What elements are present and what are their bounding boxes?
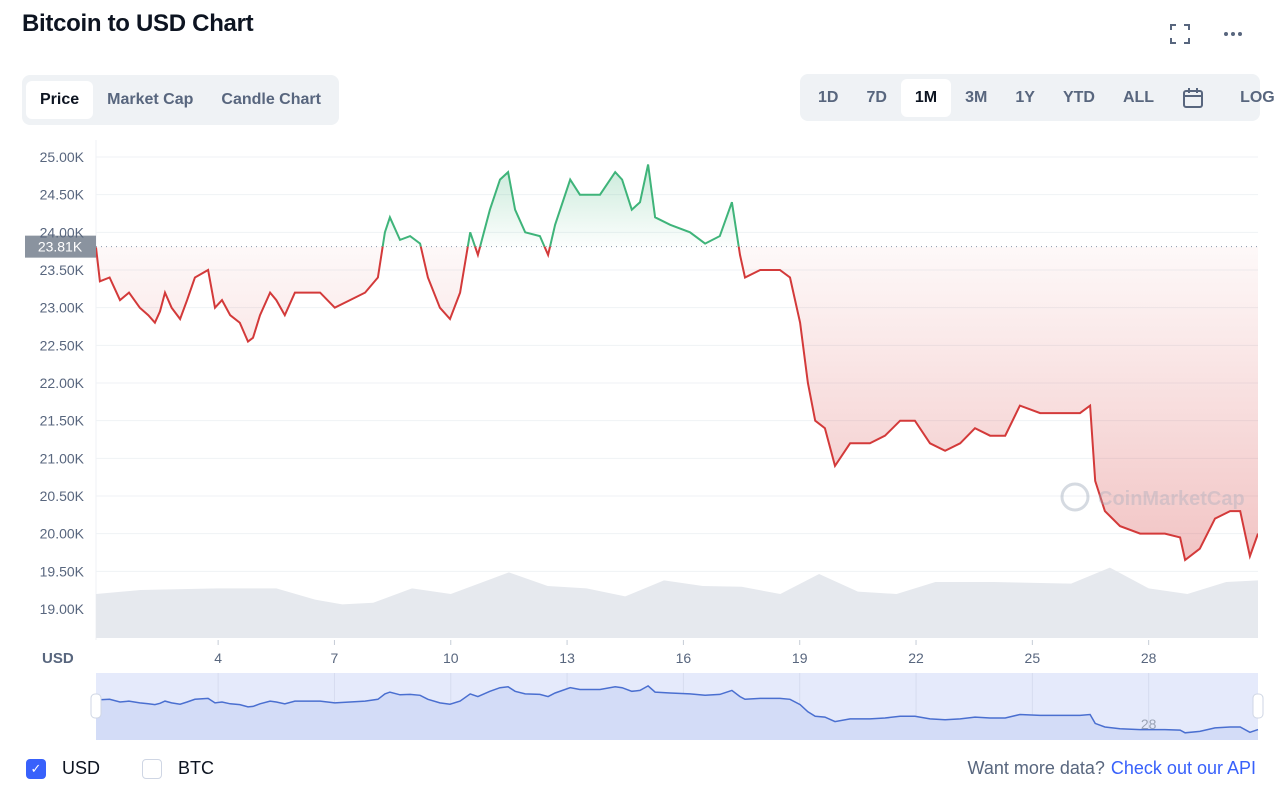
price-line-down xyxy=(96,246,1258,562)
range-3m[interactable]: 3M xyxy=(965,88,988,106)
range-1m[interactable]: 1M xyxy=(900,78,952,117)
range-selector: 1D 7D 1M 3M 1Y YTD ALL LOG xyxy=(800,74,1275,121)
usd-checkbox[interactable]: ✓ xyxy=(26,758,46,779)
y-tick-label: 20.00K xyxy=(40,526,85,542)
y-tick-label: 23.00K xyxy=(40,300,85,316)
baseline-label: 23.81K xyxy=(38,239,83,255)
currency-toggles: ✓ USD BTC xyxy=(26,758,214,779)
log-scale-toggle[interactable]: LOG xyxy=(1240,88,1275,106)
x-tick-label: 7 xyxy=(331,650,339,666)
page-title: Bitcoin to USD Chart xyxy=(22,10,254,37)
volume-area xyxy=(96,567,1258,638)
range-ytd[interactable]: YTD xyxy=(1062,88,1095,106)
watermark: CoinMarketCap xyxy=(1060,482,1245,512)
y-tick-label: 22.50K xyxy=(40,337,85,353)
range-all[interactable]: ALL xyxy=(1122,88,1155,106)
api-link[interactable]: Check out our API xyxy=(1110,758,1256,778)
fullscreen-icon[interactable] xyxy=(1168,22,1192,46)
chart-type-tabs: Price Market Cap Candle Chart xyxy=(22,75,339,125)
currency-axis-label: USD xyxy=(42,650,74,667)
price-area-up xyxy=(382,164,739,247)
x-tick-label: 22 xyxy=(908,650,924,666)
x-tick-label: 19 xyxy=(792,650,808,666)
baseline-badge xyxy=(25,235,96,258)
x-tick-label: 16 xyxy=(676,650,692,666)
x-tick-label: 25 xyxy=(1025,650,1041,666)
y-tick-label: 20.50K xyxy=(40,488,85,504)
btc-checkbox[interactable] xyxy=(142,758,163,779)
price-line-up xyxy=(381,164,740,247)
y-tick-label: 19.00K xyxy=(40,601,85,617)
api-promo: Want more data? Check out our API xyxy=(968,758,1257,779)
watermark-text: CoinMarketCap xyxy=(1098,488,1245,510)
y-tick-label: 24.50K xyxy=(40,187,85,203)
range-1y[interactable]: 1Y xyxy=(1015,88,1035,106)
navigator-area xyxy=(96,685,1258,740)
price-chart[interactable]: 23.81K 25.00K 24.50K 24.00K 23.50K 23.00K 22.… xyxy=(0,0,1280,760)
range-7d[interactable]: 7D xyxy=(866,88,887,106)
y-tick-label: 24.00K xyxy=(40,224,85,240)
api-prompt: Want more data? xyxy=(967,758,1105,778)
tab-candle-chart[interactable]: Candle Chart xyxy=(221,91,321,108)
more-options-icon[interactable] xyxy=(1221,22,1245,46)
tab-price[interactable]: Price xyxy=(26,81,94,119)
y-tick-label: 21.00K xyxy=(40,450,85,466)
usd-label: USD xyxy=(62,758,101,778)
y-tick-label: 23.50K xyxy=(40,262,85,278)
x-tick-label: 28 xyxy=(1141,650,1157,666)
range-1d[interactable]: 1D xyxy=(818,88,839,106)
y-tick-label: 25.00K xyxy=(40,149,85,165)
navigator-tick-label: 28 xyxy=(1141,716,1157,732)
calendar-icon[interactable] xyxy=(1168,79,1218,117)
btc-label: BTC xyxy=(178,758,215,778)
x-tick-label: 13 xyxy=(559,650,575,666)
price-area-down xyxy=(96,246,1258,560)
navigator-handle-right[interactable] xyxy=(1252,693,1264,719)
x-tick-label: 10 xyxy=(443,650,459,666)
y-tick-label: 19.50K xyxy=(40,563,85,579)
navigator-handle-left[interactable] xyxy=(90,693,102,719)
x-tick-label: 4 xyxy=(214,650,222,666)
y-tick-label: 22.00K xyxy=(40,375,85,391)
tab-market-cap[interactable]: Market Cap xyxy=(107,91,194,108)
y-tick-label: 21.50K xyxy=(40,413,85,429)
navigator-line xyxy=(95,684,1259,734)
